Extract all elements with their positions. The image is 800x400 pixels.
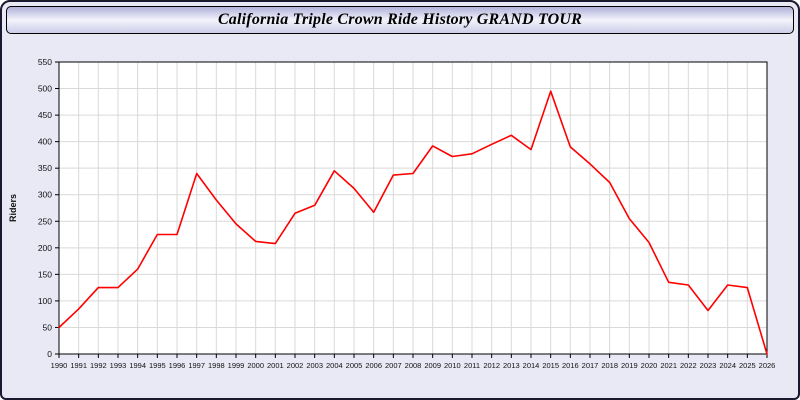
x-tick-label: 2001 — [267, 361, 284, 370]
x-tick-label: 2021 — [660, 361, 677, 370]
x-tick-label: 2024 — [719, 361, 736, 370]
y-tick-label: 150 — [38, 269, 52, 279]
x-tick-label: 2015 — [542, 361, 559, 370]
x-tick-label: 2019 — [621, 361, 638, 370]
x-tick-label: 2022 — [680, 361, 697, 370]
y-tick-label: 550 — [38, 57, 52, 67]
y-tick-label: 500 — [38, 84, 52, 94]
x-tick-label: 2013 — [503, 361, 520, 370]
x-tick-label: 2004 — [326, 361, 343, 370]
plot-frame — [58, 61, 768, 355]
x-tick-label: 2002 — [287, 361, 304, 370]
y-tick-label: 50 — [43, 322, 53, 332]
x-tick-label: 1998 — [208, 361, 225, 370]
y-tick-label: 350 — [38, 163, 52, 173]
y-tick-label: 400 — [38, 137, 52, 147]
x-tick-label: 2003 — [306, 361, 323, 370]
y-tick-label: 200 — [38, 243, 52, 253]
x-tick-label: 2006 — [365, 361, 382, 370]
x-tick-label: 1993 — [110, 361, 127, 370]
x-tick-label: 2011 — [464, 361, 480, 370]
y-tick-label: 300 — [38, 190, 52, 200]
x-tick-label: 1995 — [149, 361, 166, 370]
x-tick-label: 2012 — [483, 361, 500, 370]
x-tick-label: 2005 — [346, 361, 363, 370]
x-tick-label: 2000 — [247, 361, 264, 370]
x-tick-label: 2007 — [385, 361, 402, 370]
x-tick-label: 2016 — [562, 361, 579, 370]
y-tick-label: 0 — [47, 349, 52, 359]
x-tick-label: 2008 — [405, 361, 422, 370]
y-axis-title: Riders — [8, 194, 18, 222]
x-tick-label: 1999 — [228, 361, 245, 370]
chart-title: California Triple Crown Ride History GRA… — [217, 11, 583, 28]
riders-series-line — [58, 90, 768, 355]
x-tick-label: 2010 — [444, 361, 461, 370]
x-tick-label: 2025 — [739, 361, 756, 370]
y-tick-label: 450 — [38, 110, 52, 120]
x-tick-label: 1991 — [70, 361, 87, 370]
x-tick-label: 2017 — [582, 361, 599, 370]
x-tick-label: 2014 — [523, 361, 540, 370]
x-tick-label: 1990 — [51, 361, 68, 370]
y-tick-label: 100 — [38, 296, 52, 306]
x-tick-label: 2020 — [641, 361, 658, 370]
x-tick-label: 2018 — [601, 361, 618, 370]
x-tick-label: 2026 — [759, 361, 776, 370]
x-tick-label: 1994 — [129, 361, 146, 370]
x-tick-label: 1997 — [188, 361, 205, 370]
chart-title-bar: California Triple Crown Ride History GRA… — [6, 6, 794, 34]
x-tick-label: 1996 — [169, 361, 186, 370]
y-tick-label: 250 — [38, 216, 52, 226]
x-tick-label: 2009 — [424, 361, 441, 370]
x-tick-label: 2023 — [700, 361, 717, 370]
x-tick-label: 1992 — [90, 361, 107, 370]
